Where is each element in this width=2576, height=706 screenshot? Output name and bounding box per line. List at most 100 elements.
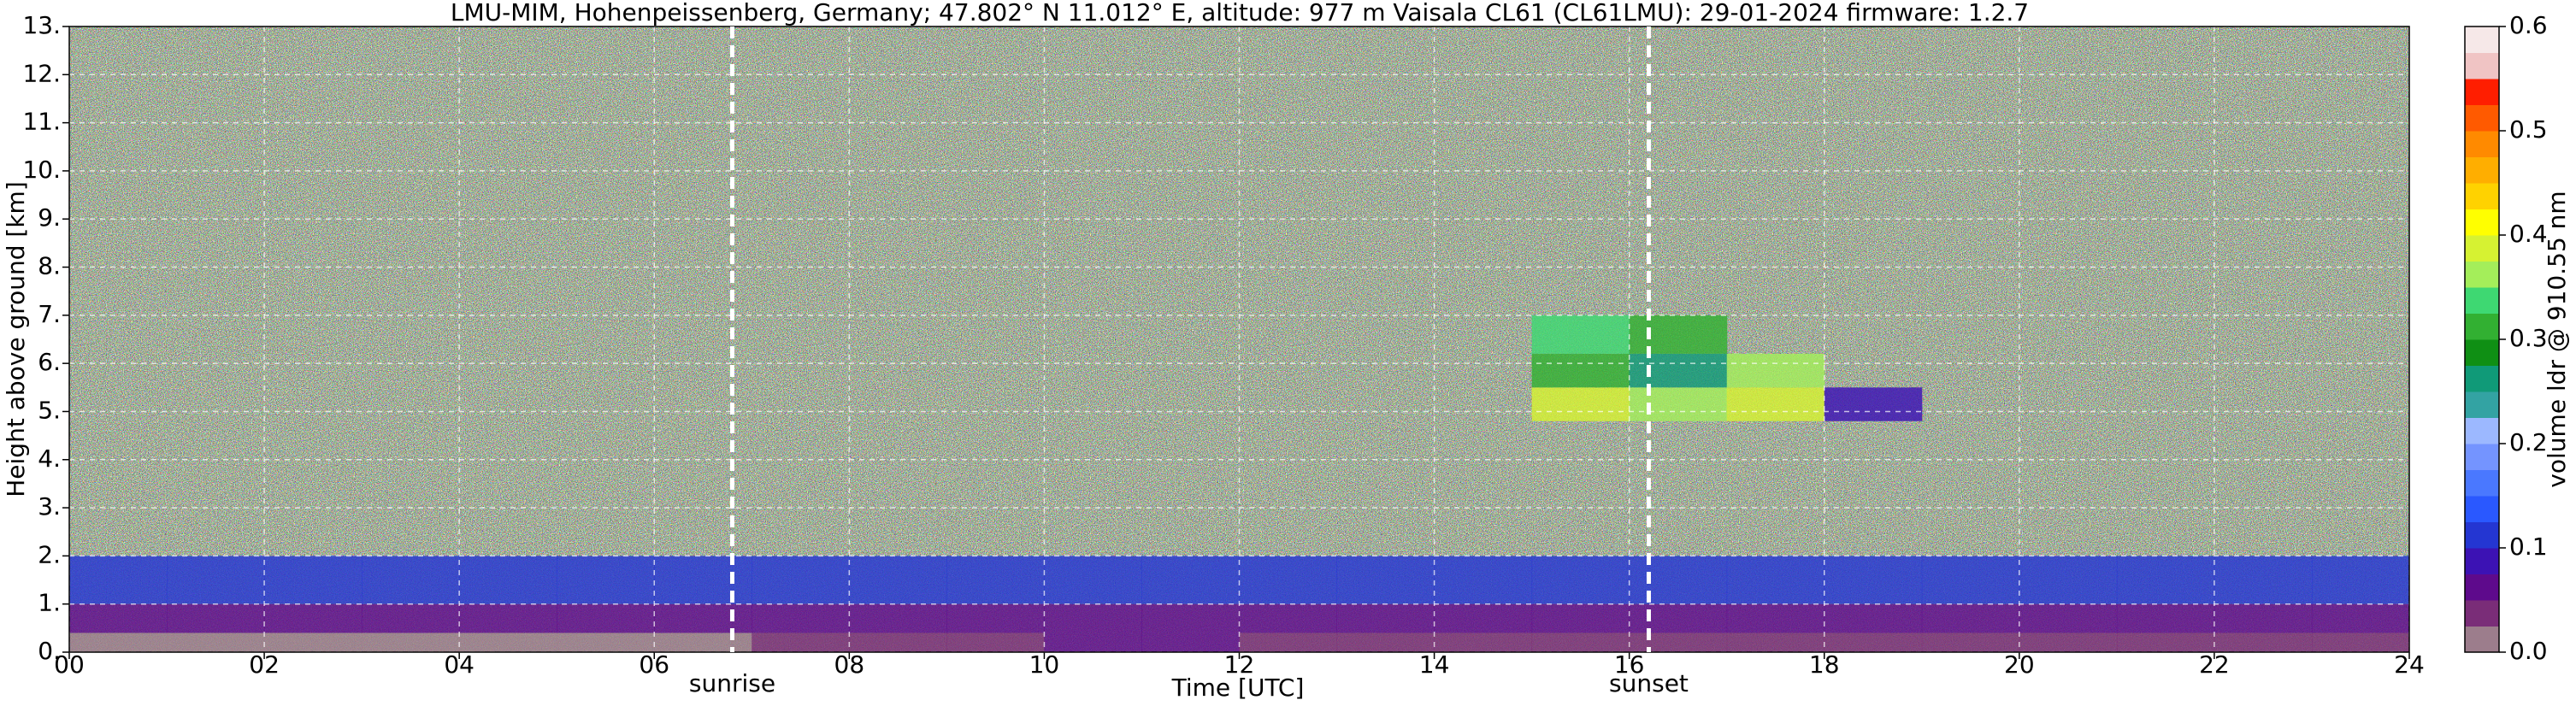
heatmap-cell bbox=[1629, 632, 1728, 652]
heatmap-cell bbox=[362, 556, 460, 604]
heatmap-cell bbox=[1239, 632, 1338, 652]
y-tick-label: 7. bbox=[38, 300, 61, 328]
plot-frame bbox=[68, 26, 2410, 653]
y-tick-label: 3. bbox=[38, 492, 61, 521]
y-tick-label: 10. bbox=[22, 156, 61, 184]
colorbar-segment bbox=[2465, 26, 2499, 53]
x-tick-label: 04 bbox=[444, 650, 475, 679]
heatmap-cell bbox=[849, 632, 947, 652]
heatmap-cell bbox=[459, 556, 557, 604]
x-tick-label: 02 bbox=[249, 650, 280, 679]
colorbar-segment bbox=[2465, 104, 2499, 132]
colorbar-segment bbox=[2465, 365, 2499, 392]
heatmap-cell bbox=[1531, 315, 1630, 354]
colorbar-segment bbox=[2465, 287, 2499, 314]
colorbar-segment bbox=[2465, 156, 2499, 184]
heatmap-cell bbox=[2116, 632, 2215, 652]
heatmap-cell bbox=[69, 603, 168, 633]
x-tick-label: 14 bbox=[1419, 650, 1450, 679]
x-tick-label: 08 bbox=[834, 650, 865, 679]
heatmap-cell bbox=[2311, 632, 2409, 652]
heatmap-cell bbox=[2311, 556, 2409, 604]
colorbar-segment bbox=[2465, 313, 2499, 340]
y-tick-label: 11. bbox=[22, 108, 61, 136]
y-tick-label: 12. bbox=[22, 59, 61, 87]
colorbar-segment bbox=[2465, 626, 2499, 653]
x-tick-label: 12 bbox=[1224, 650, 1255, 679]
heatmap-cell bbox=[1824, 632, 1923, 652]
heatmap-cell bbox=[264, 556, 363, 604]
heatmap-cell bbox=[1629, 603, 1728, 633]
colorbar-segment bbox=[2465, 444, 2499, 470]
heatmap-cell bbox=[2311, 603, 2409, 633]
heatmap-cell bbox=[1434, 632, 1533, 652]
heatmap-cell bbox=[362, 632, 460, 652]
heatmap-cell bbox=[1531, 632, 1630, 652]
heatmap-cell bbox=[69, 632, 168, 652]
heatmap-cell bbox=[1531, 353, 1630, 388]
heatmap-cell bbox=[1726, 603, 1825, 633]
colorbar-tick-label: 0.3 bbox=[2509, 324, 2548, 352]
heatmap-cell bbox=[1336, 556, 1435, 604]
x-tick-label: 00 bbox=[54, 650, 85, 679]
colorbar-segment bbox=[2465, 235, 2499, 262]
heatmap-cell bbox=[167, 632, 265, 652]
heatmap-cell bbox=[654, 603, 752, 633]
colorbar-tick-label: 0.1 bbox=[2509, 532, 2548, 561]
heatmap-cell bbox=[557, 603, 655, 633]
heatmap-cell bbox=[946, 556, 1045, 604]
chart-title: LMU-MIM, Hohenpeissenberg, Germany; 47.8… bbox=[451, 0, 2029, 26]
heatmap-cell bbox=[946, 603, 1045, 633]
heatmap-cell bbox=[1629, 387, 1728, 421]
heatmap-cell bbox=[362, 603, 460, 633]
x-tick-label: 24 bbox=[2394, 650, 2425, 679]
heatmap-cell bbox=[1921, 632, 2020, 652]
heatmap-cell bbox=[1336, 603, 1435, 633]
heatmap-cell bbox=[849, 556, 947, 604]
heatmap-cell bbox=[1629, 556, 1728, 604]
heatmap-cell bbox=[459, 603, 557, 633]
heatmap-cell bbox=[2116, 603, 2215, 633]
y-tick-label: 9. bbox=[38, 203, 61, 232]
heatmap-cell bbox=[1921, 603, 2020, 633]
colorbar-segment bbox=[2465, 339, 2499, 366]
heatmap-cell bbox=[2213, 556, 2313, 604]
heatmap-cell bbox=[1336, 632, 1435, 652]
colorbar-segment bbox=[2465, 183, 2499, 209]
x-axis-label: Time [UTC] bbox=[1171, 674, 1305, 702]
heatmap-cell bbox=[1531, 387, 1630, 421]
heatmap-cell bbox=[849, 603, 947, 633]
y-tick-label: 6. bbox=[38, 348, 61, 376]
heatmap-cell bbox=[167, 603, 265, 633]
heatmap-cell bbox=[1824, 603, 1923, 633]
heatmap-cell bbox=[1239, 603, 1338, 633]
heatmap-cell bbox=[2019, 556, 2118, 604]
x-tick-label: 22 bbox=[2199, 650, 2230, 679]
colorbar-tick-label: 0.5 bbox=[2509, 115, 2548, 144]
colorbar-tick-label: 0.4 bbox=[2509, 220, 2548, 248]
colorbar-segment bbox=[2465, 261, 2499, 288]
colorbar-tick-label: 0.2 bbox=[2509, 428, 2548, 456]
heatmap-cell bbox=[1726, 556, 1825, 604]
heatmap-cell bbox=[1434, 556, 1533, 604]
heatmap-cell bbox=[69, 556, 168, 604]
x-tick-label: 20 bbox=[2004, 650, 2035, 679]
y-tick-label: 1. bbox=[38, 589, 61, 617]
y-tick-label: 2. bbox=[38, 540, 61, 568]
heatmap-cell bbox=[1531, 603, 1630, 633]
heatmap-cell bbox=[1044, 632, 1142, 652]
heatmap-cell bbox=[264, 603, 363, 633]
y-tick-label: 8. bbox=[38, 252, 61, 280]
y-tick-label: 4. bbox=[38, 444, 61, 473]
heatmap-cell bbox=[1141, 556, 1240, 604]
heatmap-cell bbox=[654, 632, 752, 652]
y-axis-label: Height above ground [km] bbox=[2, 181, 30, 497]
x-tick-label: 06 bbox=[639, 650, 669, 679]
heatmap-cell bbox=[459, 632, 557, 652]
heatmap-cell bbox=[1824, 387, 1923, 421]
y-tick-label: 5. bbox=[38, 396, 61, 424]
heatmap-cell bbox=[264, 632, 363, 652]
colorbar-segment bbox=[2465, 209, 2499, 236]
heatmap-cell bbox=[1434, 603, 1533, 633]
